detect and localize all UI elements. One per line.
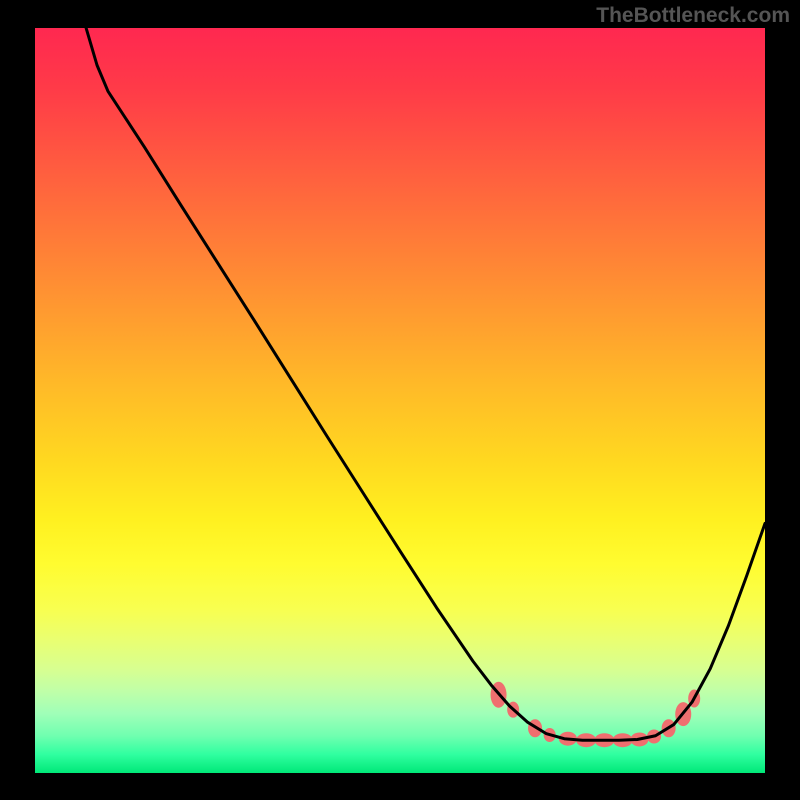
plot-area bbox=[35, 28, 765, 773]
chart-container: TheBottleneck.com bbox=[0, 0, 800, 800]
curve-layer bbox=[35, 28, 765, 773]
bottleneck-curve bbox=[86, 28, 765, 740]
watermark-text: TheBottleneck.com bbox=[596, 4, 790, 28]
markers-group bbox=[491, 682, 701, 747]
